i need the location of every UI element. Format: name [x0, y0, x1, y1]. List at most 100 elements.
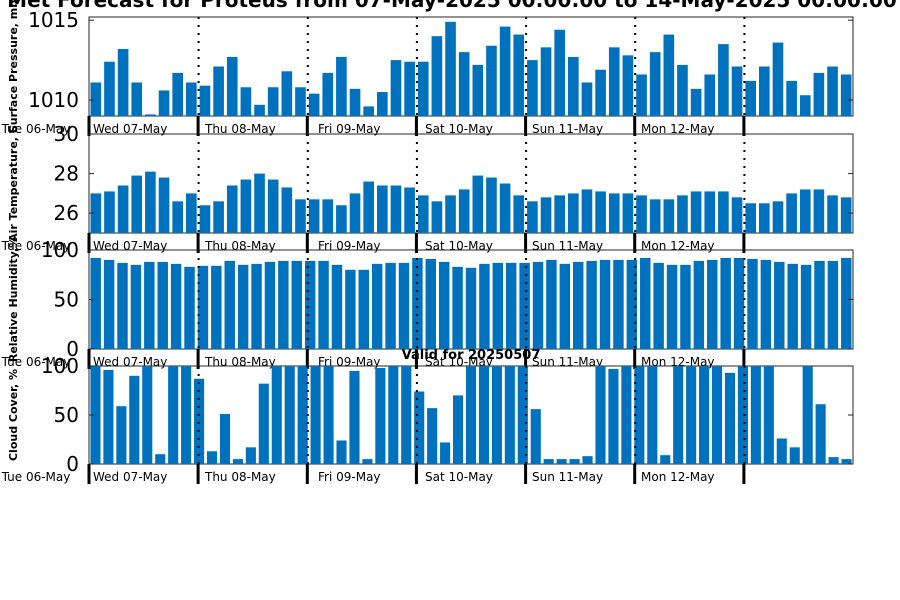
bar — [186, 82, 197, 116]
bar — [345, 269, 356, 349]
bar — [445, 195, 456, 233]
bar — [680, 264, 691, 349]
bar — [258, 383, 269, 464]
bar — [438, 261, 450, 349]
bar — [390, 60, 402, 116]
panel-frame — [88, 16, 854, 117]
bar — [513, 34, 525, 117]
bar — [504, 366, 515, 464]
bar — [532, 261, 544, 349]
day-label: Wed 07-May — [93, 355, 167, 369]
day-label: Wed 07-May — [93, 470, 167, 484]
bar — [388, 366, 399, 464]
bar — [759, 66, 770, 116]
bar — [377, 185, 388, 233]
bar — [158, 177, 170, 233]
y-tick-label: 100 — [41, 354, 79, 378]
bar — [540, 197, 552, 233]
day-label: Sun 11-May — [532, 470, 603, 484]
y-tick-label: 1010 — [28, 88, 79, 112]
bar — [145, 114, 156, 116]
bar — [323, 366, 334, 464]
bar — [362, 459, 373, 464]
bar — [660, 455, 671, 464]
day-label: Thu 08-May — [204, 122, 276, 136]
y-tick-label: 50 — [54, 288, 79, 312]
bar — [649, 199, 661, 233]
bar — [693, 260, 705, 349]
bar — [519, 262, 530, 349]
bar — [349, 193, 361, 233]
day-tick — [633, 116, 637, 136]
y-tick-label: 0 — [66, 337, 79, 361]
bar — [569, 459, 580, 464]
day-tick — [87, 349, 91, 369]
bar — [465, 366, 477, 464]
day-tick — [742, 116, 746, 136]
bar — [759, 203, 770, 233]
bar — [308, 199, 320, 233]
bar — [90, 366, 101, 464]
y-tick-label: 0 — [66, 452, 79, 476]
day-tick — [524, 349, 528, 369]
bar — [517, 366, 528, 464]
bar — [787, 263, 798, 349]
bar — [417, 195, 429, 233]
bar — [271, 366, 282, 464]
bar — [813, 72, 825, 116]
bar — [673, 366, 684, 464]
bar — [371, 263, 383, 349]
bar — [733, 257, 745, 349]
bar — [129, 375, 140, 464]
bar — [130, 264, 142, 349]
bar — [814, 260, 825, 349]
bar — [318, 260, 329, 349]
bar — [284, 366, 295, 464]
day-tick — [742, 349, 746, 369]
bar — [155, 454, 166, 464]
bar — [559, 263, 571, 349]
bar — [304, 260, 316, 349]
bar — [745, 80, 756, 116]
bar — [786, 80, 797, 116]
day-label: Mon 12-May — [641, 122, 715, 136]
y-tick-label: 1015 — [28, 8, 79, 32]
bar — [718, 191, 729, 233]
bar — [704, 191, 716, 233]
bar — [213, 66, 224, 116]
bar — [251, 263, 262, 349]
bar — [142, 366, 153, 464]
bar — [554, 195, 565, 233]
bar — [634, 366, 645, 464]
bar — [322, 199, 334, 233]
bar — [232, 459, 243, 464]
bar — [774, 261, 785, 349]
y-tick-label: 28 — [54, 162, 79, 186]
y-tick-label: 30 — [54, 122, 79, 146]
bar — [595, 191, 606, 233]
bar — [145, 171, 156, 233]
y-tick-label: 26 — [54, 201, 79, 225]
bar — [103, 369, 114, 464]
bar — [336, 440, 347, 464]
day-tick — [742, 464, 746, 484]
bar — [157, 261, 168, 349]
bar — [840, 74, 852, 116]
y-tick-label: 100 — [41, 238, 79, 262]
day-label: Thu 08-May — [204, 239, 276, 253]
bar — [425, 258, 437, 349]
bar — [194, 378, 205, 464]
bar — [226, 56, 238, 116]
day-label: Fri 09-May — [318, 470, 381, 484]
bar — [666, 264, 678, 349]
bar — [813, 189, 825, 233]
bar — [90, 82, 102, 116]
bar — [799, 95, 811, 116]
day-label: Mon 12-May — [641, 470, 715, 484]
bar — [786, 193, 797, 233]
bar — [556, 459, 567, 464]
bar — [776, 438, 787, 464]
bar — [206, 451, 218, 464]
day-tick — [414, 116, 418, 136]
